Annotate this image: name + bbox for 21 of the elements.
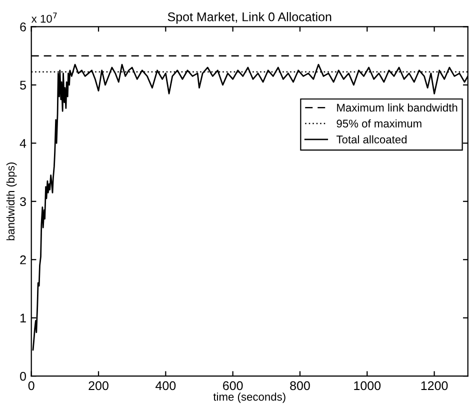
x-tick-label: 600 [223,381,243,390]
text: x 10$^{7}$ [31,12,57,23]
x-tick-label: 1000 [354,381,381,390]
x-tick-label: 800 [290,381,310,390]
x-tick-label: 200 [88,381,108,390]
y-tick-label: 3 [20,197,26,206]
x-tick-label: 400 [156,381,176,390]
y-tick-label: 5 [20,80,26,90]
legend-label: 95% of maximum [336,119,422,128]
x-tick-label: 0 [28,381,34,390]
y-tick-label: 6 [20,22,26,32]
chart-title: Spot Market, Link 0 Allocation [168,12,332,24]
y-tick-label: 4 [20,139,26,148]
x-tick-label: 1200 [421,381,448,390]
x-axis-title: time (seconds) [213,392,286,403]
y-axis-title: bandwidth (bps) [6,162,17,240]
y-tick-label: 1 [20,314,26,322]
y-tick-label: 2 [20,255,26,264]
legend-label: Total allcoated [336,135,407,144]
legend-label: Maximum link bandwidth [337,103,458,112]
y-tick-label: 0 [20,372,26,381]
